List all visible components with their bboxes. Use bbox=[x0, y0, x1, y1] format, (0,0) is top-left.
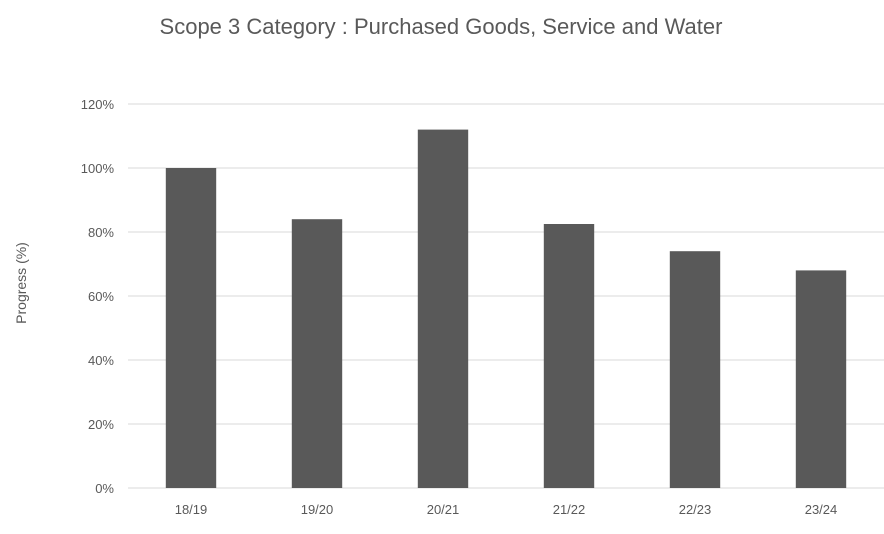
x-tick-label: 20/21 bbox=[427, 502, 460, 517]
y-tick-label: 120% bbox=[81, 97, 115, 112]
x-tick-label: 23/24 bbox=[805, 502, 838, 517]
x-tick-label: 22/23 bbox=[679, 502, 712, 517]
bar-22-23 bbox=[669, 251, 721, 488]
y-axis-label: Progress (%) bbox=[13, 242, 29, 324]
gridlines bbox=[128, 103, 884, 489]
bar-20-21 bbox=[417, 129, 469, 488]
y-tick-label: 100% bbox=[81, 161, 115, 176]
bar-19-20 bbox=[291, 219, 343, 488]
bar-18-19 bbox=[165, 168, 217, 488]
bar-21-22 bbox=[543, 224, 595, 488]
x-tick-label: 18/19 bbox=[175, 502, 208, 517]
x-tick-label: 19/20 bbox=[301, 502, 334, 517]
bars bbox=[165, 129, 847, 488]
y-tick-label: 0% bbox=[95, 481, 114, 496]
x-tick-label: 21/22 bbox=[553, 502, 586, 517]
x-tick-labels: 18/19 19/20 20/21 21/22 22/23 23/24 bbox=[175, 502, 838, 517]
y-tick-labels: 0% 20% 40% 60% 80% 100% 120% bbox=[81, 97, 115, 496]
chart-title: Scope 3 Category : Purchased Goods, Serv… bbox=[160, 14, 723, 39]
y-tick-label: 20% bbox=[88, 417, 114, 432]
y-tick-label: 80% bbox=[88, 225, 114, 240]
bar-23-24 bbox=[795, 270, 847, 488]
y-tick-label: 40% bbox=[88, 353, 114, 368]
y-tick-label: 60% bbox=[88, 289, 114, 304]
